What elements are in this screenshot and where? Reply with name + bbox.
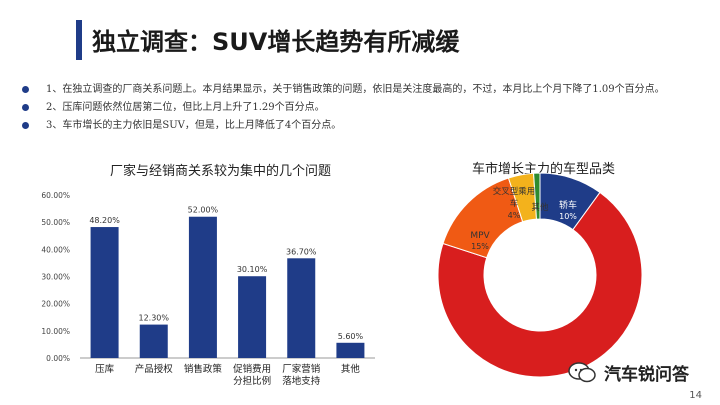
slice-label: MPV <box>470 231 490 241</box>
bullet-dot-icon <box>22 104 29 111</box>
slice-label: 轿车 <box>559 199 577 211</box>
slice-value-label: 4% <box>508 211 521 220</box>
slice-value-label: 10% <box>559 212 577 221</box>
bar-data-label: 30.10% <box>237 265 268 274</box>
y-tick-label: 50.00% <box>41 218 70 227</box>
bar-data-label: 5.60% <box>338 332 364 341</box>
bar <box>139 324 168 358</box>
slice-label: 交叉型乘用 <box>493 186 536 197</box>
y-tick-label: 40.00% <box>41 245 70 254</box>
bullet-item: 3、车市增长的主力依旧是SUV，但是，比上月降低了4个百分点。 <box>20 118 700 133</box>
y-tick-label: 0.00% <box>46 354 70 363</box>
bullet-text: 2、压库问题依然位居第二位，但比上月上升了1.29个百分点。 <box>46 102 325 113</box>
bar-chart-title: 厂家与经销商关系较为集中的几个问题 <box>110 164 332 179</box>
slice-label: 其他 <box>531 202 549 213</box>
x-tick-label: 分担比例 <box>233 375 271 387</box>
bullet-dot-icon <box>22 122 29 129</box>
bullet-item: 2、压库问题依然位居第二位，但比上月上升了1.29个百分点。 <box>20 100 700 115</box>
bullet-list: 1、在独立调查的厂商关系问题上。本月结果显示，关于销售政策的问题，依旧是关注度最… <box>20 82 700 136</box>
bar <box>90 227 119 358</box>
donut-chart-title: 车市增长主力的车型品类 <box>472 162 616 177</box>
x-tick-label: 促销费用 <box>233 363 271 375</box>
x-tick-label: 压库 <box>95 363 115 375</box>
bullet-dot-icon <box>22 86 29 93</box>
chat-bubbles-icon <box>568 361 596 384</box>
donut-slice <box>533 172 541 220</box>
bar-data-label: 36.70% <box>286 247 317 256</box>
x-tick-label: 产品授权 <box>135 363 174 375</box>
bullet-text: 1、在独立调查的厂商关系问题上。本月结果显示，关于销售政策的问题，依旧是关注度最… <box>46 84 665 95</box>
bar <box>336 342 365 358</box>
x-tick-label: 销售政策 <box>184 363 223 375</box>
bar <box>287 258 316 358</box>
watermark: 汽车锐问答 <box>568 360 689 385</box>
page-title: 独立调查：SUV增长趋势有所减缓 <box>92 28 460 56</box>
bullet-item: 1、在独立调查的厂商关系问题上。本月结果显示，关于销售政策的问题，依旧是关注度最… <box>20 82 700 97</box>
y-tick-label: 30.00% <box>41 273 70 282</box>
x-tick-label: 落地支持 <box>282 375 321 387</box>
bar-data-label: 12.30% <box>138 314 169 323</box>
bar <box>238 276 267 358</box>
x-tick-label: 其他 <box>341 363 361 375</box>
bar-data-label: 52.00% <box>188 206 219 215</box>
page-number: 14 <box>689 390 702 401</box>
y-tick-label: 10.00% <box>41 327 70 336</box>
y-tick-label: 20.00% <box>41 300 70 309</box>
slice-value-label: 15% <box>471 242 489 251</box>
title-accent-bar <box>76 20 82 60</box>
x-tick-label: 厂家营销 <box>282 363 321 375</box>
bullet-text: 3、车市增长的主力依旧是SUV，但是，比上月降低了4个百分点。 <box>46 120 342 131</box>
watermark-text: 汽车锐问答 <box>604 365 689 385</box>
bar-data-label: 48.20% <box>89 216 120 225</box>
slice-label: 车 <box>510 198 519 209</box>
donut-slice <box>437 191 643 378</box>
bar <box>188 216 217 358</box>
y-tick-label: 60.00% <box>41 191 70 200</box>
